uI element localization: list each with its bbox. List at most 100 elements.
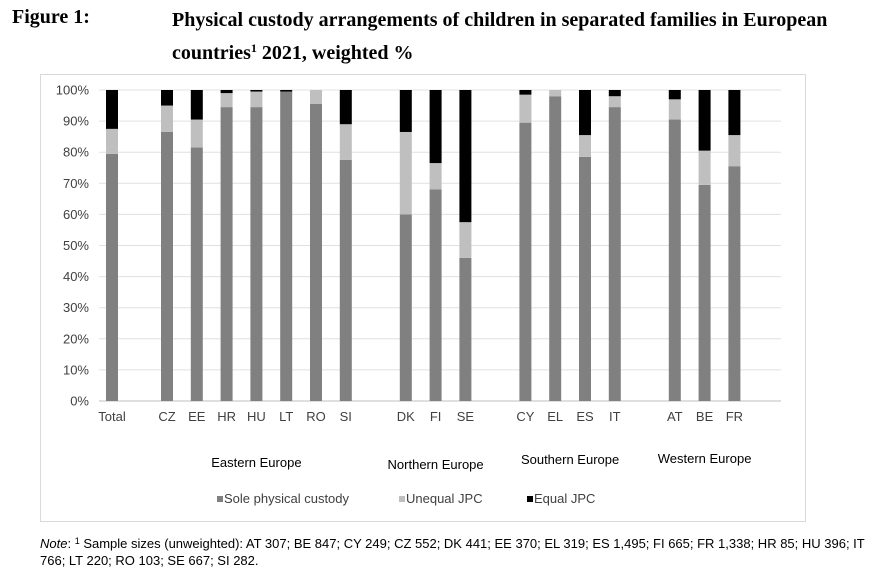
x-tick-label: DK	[397, 409, 415, 424]
figure-title-footnote-mark: 1	[250, 41, 257, 55]
bar-segment	[459, 90, 472, 223]
bar-segment	[668, 90, 681, 100]
footnote-text: Sample sizes (unweighted): AT 307; BE 84…	[40, 536, 865, 568]
figure-title: Physical custody arrangements of childre…	[172, 6, 862, 67]
bar-segment	[608, 107, 621, 402]
bar-segment	[608, 90, 621, 97]
y-tick-label: 30%	[63, 300, 89, 315]
legend-label: Sole physical custody	[224, 491, 350, 506]
bar-segment	[190, 119, 203, 148]
figure-title-text: Physical custody arrangements of childre…	[172, 9, 828, 64]
y-tick-label: 0%	[70, 394, 89, 409]
stacked-bar-chart: 0% 10% 20% 30% 40% 50% 60% 70% 80% 90% 100% Total CZ…	[56, 83, 781, 506]
footnote-label: Note	[40, 536, 68, 551]
x-tick-label: ES	[576, 409, 594, 424]
bar-segment	[250, 107, 263, 402]
figure-label: Figure 1:	[12, 6, 90, 28]
y-tick-label: 70%	[63, 176, 89, 191]
legend-swatch	[217, 496, 223, 502]
bar-segment	[280, 91, 293, 402]
bar-segment	[429, 90, 442, 164]
x-tick-label: BE	[696, 409, 714, 424]
group-label: Northern Europe	[388, 457, 484, 472]
bar-segment	[190, 147, 203, 401]
bar-segment	[220, 93, 233, 108]
x-tick-label: CZ	[158, 409, 175, 424]
bar-segment	[339, 159, 352, 401]
bar-segment	[399, 214, 412, 401]
bar-segment	[339, 124, 352, 160]
bar-segment	[698, 150, 711, 185]
group-label: Western Europe	[658, 451, 752, 466]
chart-frame: 0% 10% 20% 30% 40% 50% 60% 70% 80% 90% 100% Total CZ…	[40, 74, 806, 522]
bar-segment	[190, 90, 203, 120]
bar-segment	[280, 90, 293, 92]
figure-title-suffix: 2021, weighted %	[256, 42, 414, 64]
bar-segment	[250, 90, 263, 92]
bar-segment	[161, 90, 173, 106]
y-tick-label: 40%	[63, 269, 89, 284]
footnote: Note: 1 Sample sizes (unweighted): AT 30…	[40, 536, 865, 568]
bar-segment	[106, 153, 118, 401]
x-tick-label: FI	[430, 409, 442, 424]
bar-segment	[579, 90, 591, 136]
bar-segment	[698, 90, 711, 151]
bar-segment	[161, 131, 173, 402]
y-tick-label: 20%	[63, 331, 89, 346]
bar-segment	[106, 128, 118, 154]
bar-segment	[579, 135, 591, 157]
bar-segment	[310, 90, 322, 104]
bar-segment	[399, 90, 412, 132]
y-tick-label: 80%	[63, 145, 89, 160]
bar-segment	[161, 105, 173, 132]
bar-segment	[459, 257, 472, 401]
bar-segment	[106, 90, 118, 129]
bar-segment	[698, 184, 711, 401]
legend-label: Equal JPC	[534, 491, 595, 506]
bar-segment	[519, 122, 532, 401]
x-tick-label: HR	[217, 409, 236, 424]
x-tick-label: Total	[98, 409, 126, 424]
bar-segment	[728, 90, 741, 136]
legend-swatch	[527, 496, 533, 502]
bar-segment	[310, 103, 322, 402]
legend-swatch	[399, 496, 405, 502]
y-tick-label: 60%	[63, 207, 89, 222]
bar-segment	[549, 90, 562, 97]
bar-segment	[250, 91, 263, 108]
x-tick-label: EE	[188, 409, 206, 424]
bar-segment	[608, 96, 621, 108]
bar-segment	[579, 156, 591, 401]
bar-segment	[220, 107, 233, 402]
x-tick-label: SI	[340, 409, 352, 424]
x-tick-label: EL	[547, 409, 563, 424]
y-tick-label: 90%	[63, 114, 89, 129]
bar-segment	[519, 90, 532, 95]
bar-segment	[668, 99, 681, 120]
bar-segment	[220, 90, 233, 94]
bar-segment	[549, 96, 562, 401]
bar-segment	[668, 119, 681, 402]
x-tick-label: IT	[609, 409, 621, 424]
group-label: Eastern Europe	[211, 455, 301, 470]
bar-segment	[728, 135, 741, 167]
x-tick-label: SE	[457, 409, 475, 424]
x-tick-label: HU	[247, 409, 266, 424]
group-label: Southern Europe	[521, 452, 619, 467]
bar-segment	[519, 94, 532, 123]
y-tick-label: 100%	[56, 83, 90, 98]
x-tick-label: FR	[726, 409, 743, 424]
legend-label: Unequal JPC	[406, 491, 483, 506]
bar-segment	[429, 163, 442, 190]
bar-segment	[399, 131, 412, 215]
x-tick-label: RO	[306, 409, 326, 424]
y-tick-label: 10%	[63, 362, 89, 377]
x-tick-label: LT	[279, 409, 293, 424]
bar-segment	[459, 222, 472, 258]
footnote-mark: 1	[74, 536, 80, 546]
bar-segment	[728, 166, 741, 401]
y-tick-label: 50%	[63, 238, 89, 253]
bar-segment	[429, 189, 442, 401]
x-tick-label: AT	[667, 409, 683, 424]
bar-segment	[339, 90, 352, 125]
